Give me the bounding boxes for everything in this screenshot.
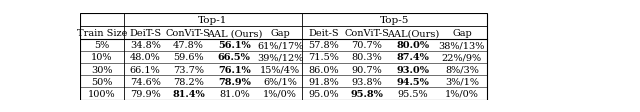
Text: 56.1%: 56.1% (218, 41, 251, 50)
Text: 38%/13%: 38%/13% (439, 41, 485, 50)
Text: 10%: 10% (91, 53, 113, 62)
Text: 95.5%: 95.5% (397, 89, 428, 98)
Text: 78.9%: 78.9% (218, 77, 251, 86)
Text: 48.0%: 48.0% (130, 53, 161, 62)
Text: 93.0%: 93.0% (396, 65, 429, 74)
Text: 34.8%: 34.8% (130, 41, 161, 50)
Text: 81.4%: 81.4% (172, 89, 205, 98)
Text: 79.9%: 79.9% (130, 89, 161, 98)
Text: 95.8%: 95.8% (351, 89, 383, 98)
Text: ConViT-S: ConViT-S (344, 29, 389, 38)
Text: 76.1%: 76.1% (218, 65, 251, 74)
Text: ConViT-S: ConViT-S (166, 29, 211, 38)
Text: 73.7%: 73.7% (173, 65, 204, 74)
Text: 61%/17%: 61%/17% (257, 41, 303, 50)
Text: 59.6%: 59.6% (173, 53, 204, 62)
Text: 6%/1%: 6%/1% (263, 77, 297, 86)
Text: 57.8%: 57.8% (308, 41, 339, 50)
Text: 81.0%: 81.0% (219, 89, 250, 98)
Text: 1%/0%: 1%/0% (445, 89, 479, 98)
Text: Top-5: Top-5 (380, 16, 409, 25)
Text: 100%: 100% (88, 89, 116, 98)
Text: Gap: Gap (452, 29, 472, 38)
Text: 90.7%: 90.7% (351, 65, 382, 74)
Text: AAL(Ours): AAL(Ours) (387, 29, 439, 38)
Text: 87.4%: 87.4% (396, 53, 429, 62)
Text: 3%/1%: 3%/1% (445, 77, 479, 86)
Text: DeiT-S: DeiT-S (129, 29, 161, 38)
Text: Top-1: Top-1 (198, 16, 227, 25)
Text: 5%: 5% (94, 41, 109, 50)
Text: 80.0%: 80.0% (396, 41, 429, 50)
Text: AAL (Ours): AAL (Ours) (207, 29, 262, 38)
Bar (80, 13, 486, 100)
Text: 1%/0%: 1%/0% (263, 89, 297, 98)
Text: 95.0%: 95.0% (308, 89, 339, 98)
Text: 66.1%: 66.1% (130, 65, 161, 74)
Text: 50%: 50% (91, 77, 113, 86)
Text: Train Size: Train Size (77, 29, 127, 38)
Text: 15%/4%: 15%/4% (260, 65, 300, 74)
Text: 94.5%: 94.5% (396, 77, 429, 86)
Text: 8%/3%: 8%/3% (445, 65, 479, 74)
Text: 93.8%: 93.8% (351, 77, 382, 86)
Text: 22%/9%: 22%/9% (442, 53, 482, 62)
Text: 70.7%: 70.7% (351, 41, 382, 50)
Text: 71.5%: 71.5% (308, 53, 339, 62)
Text: 78.2%: 78.2% (173, 77, 204, 86)
Text: 47.8%: 47.8% (173, 41, 204, 50)
Text: 66.5%: 66.5% (218, 53, 251, 62)
Text: 30%: 30% (91, 65, 113, 74)
Text: 86.0%: 86.0% (308, 65, 339, 74)
Text: 91.8%: 91.8% (308, 77, 339, 86)
Text: 80.3%: 80.3% (351, 53, 382, 62)
Text: 74.6%: 74.6% (130, 77, 161, 86)
Text: 39%/12%: 39%/12% (257, 53, 303, 62)
Text: Deit-S: Deit-S (308, 29, 339, 38)
Text: Gap: Gap (270, 29, 290, 38)
